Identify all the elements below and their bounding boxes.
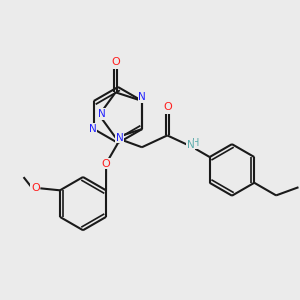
Text: O: O bbox=[102, 159, 110, 169]
Text: N: N bbox=[187, 140, 195, 150]
Text: N: N bbox=[89, 124, 97, 134]
Text: O: O bbox=[163, 102, 172, 112]
Text: N: N bbox=[98, 109, 106, 119]
Text: N: N bbox=[116, 133, 124, 143]
Text: O: O bbox=[31, 183, 40, 193]
Text: H: H bbox=[192, 138, 200, 148]
Text: O: O bbox=[111, 56, 120, 67]
Text: N: N bbox=[138, 92, 146, 102]
